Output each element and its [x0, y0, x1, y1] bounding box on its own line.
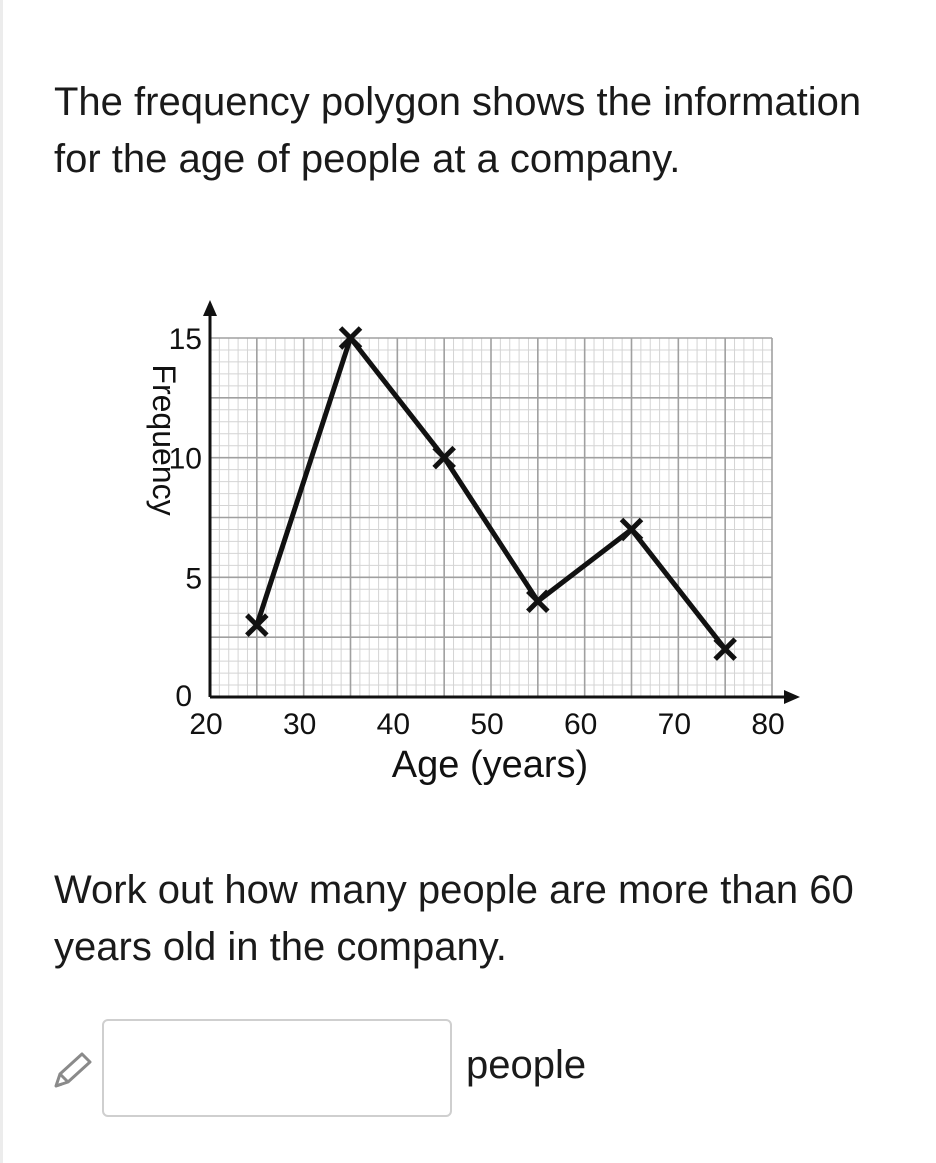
- x-tick-label: 30: [283, 708, 316, 741]
- y-tick-label: 0: [175, 680, 192, 713]
- data-point-marker: [338, 326, 363, 350]
- x-tick-label: 40: [377, 708, 410, 741]
- y-axis-label-group: Frequency: [146, 364, 182, 515]
- x-tick-label: 80: [751, 708, 784, 741]
- pencil-icon: [48, 1048, 96, 1097]
- y-tick-label: 15: [169, 323, 202, 356]
- data-point-marker: [619, 517, 644, 542]
- page-edge: [0, 0, 3, 1163]
- task-text: Work out how many people are more than 6…: [54, 868, 854, 969]
- tick-labels: 20 30 40 50 60 70 80 0 5 10 15: [169, 323, 785, 741]
- answer-input[interactable]: [102, 1019, 452, 1117]
- data-point-marker: [526, 589, 550, 614]
- x-axis-label: Age (years): [392, 744, 588, 786]
- y-axis-label: Frequency: [146, 364, 182, 515]
- y-tick-label: 5: [185, 562, 202, 595]
- frequency-polygon-chart: 20 30 40 50 60 70 80 0 5 10 15 Age (years) Frequen…: [146, 300, 800, 786]
- y-axis-arrow: [203, 300, 217, 316]
- axes: [203, 300, 800, 704]
- x-axis-arrow: [784, 690, 800, 704]
- data-point-marker: [432, 445, 456, 470]
- x-tick-label: 20: [189, 708, 222, 741]
- question-text: The frequency polygon shows the informat…: [54, 80, 862, 181]
- data-point-marker: [245, 613, 269, 637]
- x-tick-label: 70: [658, 708, 691, 741]
- x-tick-label: 60: [564, 708, 597, 741]
- x-tick-label: 50: [470, 708, 503, 741]
- y-tick-label: 10: [169, 443, 202, 476]
- series: [245, 326, 737, 661]
- answer-unit-label: people: [466, 1043, 587, 1087]
- grid-major: [209, 337, 773, 698]
- data-point-marker: [713, 637, 737, 661]
- series-line: [254, 335, 728, 652]
